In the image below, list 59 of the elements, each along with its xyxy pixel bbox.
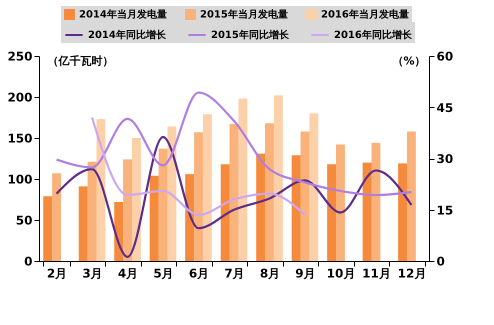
x-tick-label: 9月 — [295, 266, 316, 280]
y-tick-label: 150 — [7, 132, 32, 146]
bar — [52, 173, 61, 261]
bar — [185, 174, 194, 261]
bar — [274, 95, 283, 261]
bar — [220, 164, 230, 261]
x-tick-label: 2月 — [46, 266, 68, 280]
y-tick-label: 0 — [24, 254, 32, 268]
bar — [398, 163, 407, 261]
legend-label: 2016年同比增长 — [334, 29, 413, 41]
bar — [78, 186, 88, 261]
legend-label: 2014年同比增长 — [88, 29, 167, 41]
x-tick-label: 7月 — [224, 266, 245, 280]
bar — [194, 132, 203, 261]
bar — [309, 113, 318, 261]
x-tick-label: 10月 — [326, 266, 356, 280]
bar — [327, 164, 336, 261]
line-series — [55, 136, 413, 258]
legend-label: 2014年当月发电量 — [79, 8, 167, 21]
y2-tick-label: 0 — [436, 254, 445, 268]
bar — [372, 142, 380, 261]
y2-tick-label: 45 — [436, 100, 454, 115]
y2-axis-title: （%） — [392, 54, 426, 68]
bar — [362, 162, 372, 261]
y2-tick-label: 15 — [436, 203, 454, 218]
y-tick-label: 200 — [7, 90, 32, 104]
y2-tick-label: 60 — [436, 50, 454, 64]
bar — [123, 159, 132, 261]
y-tick-label: 250 — [7, 50, 32, 64]
y-tick-label: 100 — [7, 172, 32, 186]
bar — [256, 154, 266, 261]
legend-label: 2015年同比增长 — [211, 29, 290, 41]
bar — [158, 148, 168, 261]
legend-label: 2016年当月发电量 — [321, 8, 409, 21]
bar — [202, 114, 212, 261]
legend-label: 2015年当月发电量 — [200, 8, 288, 21]
x-tick-label: 11月 — [362, 266, 391, 280]
bar — [150, 176, 159, 261]
y-tick-label: 50 — [16, 214, 32, 228]
x-tick-label: 6月 — [188, 266, 210, 280]
x-tick-label: 12月 — [398, 266, 426, 280]
x-tick-label: 3月 — [82, 266, 103, 280]
bar — [407, 131, 416, 261]
bar — [265, 123, 274, 261]
y2-tick-label: 30 — [436, 152, 454, 166]
bar — [132, 138, 141, 261]
line-series — [55, 91, 413, 196]
x-tick-label: 5月 — [153, 266, 174, 280]
bar — [238, 98, 248, 261]
line-series — [90, 116, 306, 216]
bar — [88, 162, 96, 261]
x-tick-label: 8月 — [260, 266, 280, 280]
bar — [300, 131, 310, 261]
bar — [292, 155, 301, 261]
bar — [336, 144, 345, 261]
bar — [230, 124, 238, 261]
x-tick-label: 4月 — [118, 266, 138, 280]
y-axis-title: （亿千瓦时） — [48, 54, 114, 68]
bar — [43, 196, 52, 261]
